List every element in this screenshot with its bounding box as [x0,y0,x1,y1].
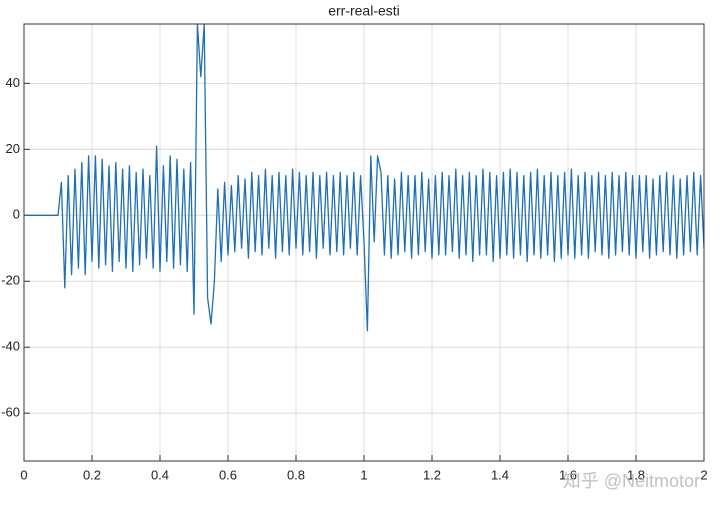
y-tick-label: -60 [1,405,20,420]
x-tick-label: 0.2 [83,467,101,482]
watermark: 知乎 @Neitmotor [563,471,700,491]
y-tick-label: -20 [1,273,20,288]
plot-frame [23,23,705,462]
x-tick-label: 1.4 [491,467,509,482]
x-tick-label: 0.4 [151,467,169,482]
x-tick-label: 1.6 [559,467,577,482]
y-tick-label: 20 [6,141,20,156]
x-tick-label: 2 [700,467,707,482]
x-tick-label: 0.8 [287,467,305,482]
y-tick-label: -40 [1,339,20,354]
chart-title: err-real-esti [328,3,400,19]
x-tick-label: 0 [20,467,27,482]
data-line [24,23,704,332]
x-tick-label: 1.2 [423,467,441,482]
x-tick-label: 1.8 [627,467,645,482]
y-tick-label: 40 [6,75,20,90]
x-tick-label: 1 [360,467,367,482]
y-tick-label: 0 [13,207,20,222]
x-tick-label: 0.6 [219,467,237,482]
